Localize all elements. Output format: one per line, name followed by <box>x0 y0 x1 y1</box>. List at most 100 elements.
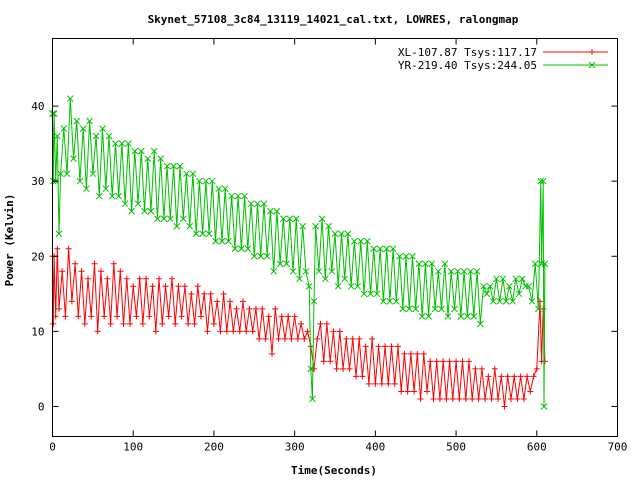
data-point <box>133 313 140 320</box>
data-point <box>321 275 329 283</box>
data-point <box>230 328 237 335</box>
data-point <box>346 365 353 372</box>
data-point <box>162 283 169 290</box>
plot-frame <box>52 38 618 437</box>
data-point <box>110 260 117 267</box>
data-point <box>446 358 453 365</box>
data-point <box>181 283 188 290</box>
data-point <box>382 343 389 350</box>
data-point <box>250 252 258 260</box>
data-point <box>344 230 352 238</box>
legend-marker <box>589 49 595 55</box>
x-tick-label: 600 <box>527 441 547 454</box>
data-point <box>443 395 450 402</box>
data-point <box>175 283 182 290</box>
data-point <box>424 388 431 395</box>
data-point <box>540 403 548 410</box>
data-point <box>267 207 274 215</box>
data-point <box>472 365 479 372</box>
data-point <box>269 350 276 357</box>
data-point <box>173 222 181 230</box>
data-point <box>401 350 408 357</box>
data-point <box>457 312 465 320</box>
data-point <box>214 298 221 305</box>
data-point <box>227 298 234 305</box>
data-point <box>433 358 440 365</box>
data-point <box>139 320 146 327</box>
data-point <box>475 395 482 402</box>
data-point <box>221 185 229 193</box>
data-point <box>143 275 150 282</box>
data-point <box>383 245 391 253</box>
data-point <box>453 358 460 365</box>
data-point <box>254 200 261 208</box>
data-point <box>411 388 418 395</box>
data-point <box>79 125 87 132</box>
data-point <box>147 207 155 215</box>
data-point <box>81 320 88 327</box>
data-point <box>73 117 81 125</box>
data-point <box>234 192 242 200</box>
data-point <box>94 328 101 335</box>
data-point <box>178 313 185 320</box>
x-tick-label: 300 <box>285 441 305 454</box>
data-point <box>50 320 57 327</box>
data-point <box>351 237 358 245</box>
data-point <box>223 328 230 335</box>
data-point <box>365 380 372 387</box>
data-point <box>407 350 414 357</box>
data-point <box>425 312 432 320</box>
data-point <box>252 305 259 312</box>
data-point <box>336 328 343 335</box>
data-point <box>357 237 365 245</box>
data-point <box>78 268 85 275</box>
data-point <box>104 275 111 282</box>
data-point <box>528 297 536 305</box>
data-point <box>467 267 474 275</box>
data-point <box>170 162 177 170</box>
chart-title: Skynet_57108_3c84_13119_14021_cal.txt, L… <box>148 13 519 26</box>
data-point <box>491 365 498 372</box>
data-point <box>204 328 211 335</box>
data-point <box>91 260 98 267</box>
data-point <box>405 305 413 313</box>
data-point <box>246 305 253 312</box>
data-point <box>422 260 429 268</box>
data-point <box>428 260 436 268</box>
x-tick-label: 200 <box>204 441 224 454</box>
data-point <box>372 380 379 387</box>
data-point <box>72 260 79 267</box>
data-point <box>362 343 369 350</box>
data-point <box>89 170 97 178</box>
data-point <box>444 312 452 320</box>
data-point <box>314 335 321 342</box>
data-point <box>185 320 192 327</box>
data-point <box>105 132 113 140</box>
series-line <box>52 248 546 407</box>
data-point <box>524 373 531 380</box>
y-axis-label: Power (Kelvin) <box>3 194 16 287</box>
data-point <box>480 282 487 290</box>
data-point <box>518 275 526 283</box>
data-point <box>309 395 316 403</box>
data-point <box>125 140 132 147</box>
data-point <box>101 313 108 320</box>
data-point <box>107 320 114 327</box>
data-point <box>75 313 82 320</box>
data-point <box>392 297 400 305</box>
data-point <box>434 267 442 275</box>
data-point <box>88 313 95 320</box>
data-point <box>347 282 355 290</box>
data-point <box>160 215 168 223</box>
data-point <box>394 343 401 350</box>
data-point <box>154 215 161 223</box>
data-point <box>298 320 305 327</box>
data-point <box>192 230 200 238</box>
data-point <box>512 275 520 283</box>
data-point <box>460 267 468 275</box>
data-point <box>483 290 491 298</box>
data-point <box>482 395 489 402</box>
data-point <box>165 313 172 320</box>
data-point <box>199 230 206 238</box>
